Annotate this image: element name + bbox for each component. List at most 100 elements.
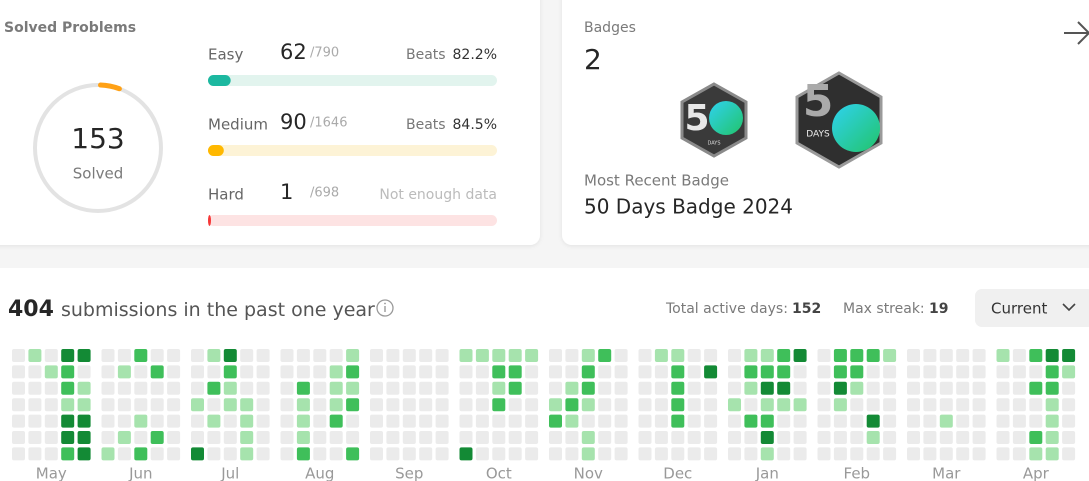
badge-text: DAYS — [806, 130, 830, 140]
day-cell — [101, 447, 115, 461]
month-label: Nov — [574, 465, 603, 481]
day-cell — [549, 414, 562, 428]
day-cell — [996, 349, 1010, 362]
day-cell — [728, 398, 741, 412]
day-cell — [760, 447, 774, 461]
day-cell — [117, 381, 131, 395]
day-cell — [44, 447, 58, 461]
day-cell — [614, 381, 628, 395]
range-dropdown[interactable]: Current — [975, 289, 1089, 327]
day-cell — [370, 381, 383, 395]
day-cell — [459, 365, 473, 379]
day-cell — [598, 381, 612, 395]
day-cell — [956, 349, 970, 362]
day-cell — [280, 349, 294, 362]
day-cell — [671, 431, 685, 444]
day-cell — [704, 414, 718, 428]
day-cell — [101, 414, 115, 428]
day-cell — [614, 447, 628, 461]
day-cell — [833, 381, 847, 395]
day-cell — [435, 431, 449, 444]
badge-numeral: 5 — [684, 98, 709, 139]
day-cell — [459, 381, 473, 395]
day-cell — [760, 414, 774, 428]
day-cell — [956, 447, 970, 461]
day-cell — [760, 398, 774, 412]
day-cell — [525, 414, 539, 428]
day-cell — [223, 381, 237, 395]
difficulty-total: /1646 — [310, 116, 347, 131]
month-label: Aug — [305, 465, 334, 481]
day-cell — [402, 349, 416, 362]
day-cell — [508, 414, 522, 428]
progress-fill — [208, 145, 224, 156]
day-cell — [996, 414, 1010, 428]
day-cell — [760, 365, 774, 379]
day-cell — [883, 414, 897, 428]
day-cell — [956, 365, 970, 379]
day-cell — [134, 349, 148, 362]
day-cell — [329, 447, 343, 461]
day-cell — [687, 349, 701, 362]
day-cell — [386, 447, 400, 461]
day-cell — [1012, 431, 1026, 444]
day-cell — [598, 349, 612, 362]
difficulty-label: Easy — [208, 46, 243, 64]
active-days: 152 — [792, 301, 821, 317]
day-cell — [850, 381, 864, 395]
day-cell — [549, 447, 562, 461]
badges-arrow[interactable] — [1064, 21, 1089, 45]
day-cell — [134, 414, 148, 428]
day-cell — [907, 365, 920, 379]
day-cell — [402, 431, 416, 444]
day-cell — [475, 398, 489, 412]
day-cell — [370, 447, 383, 461]
day-cell — [167, 349, 181, 362]
info-icon[interactable] — [376, 299, 394, 317]
day-cell — [614, 431, 628, 444]
day-cell — [12, 414, 25, 428]
day-cell — [191, 414, 204, 428]
day-cell — [581, 431, 595, 444]
day-cell — [134, 365, 148, 379]
day-cell — [240, 349, 254, 362]
day-cell — [419, 398, 433, 412]
dropdown-label: Current — [991, 300, 1047, 318]
day-cell — [370, 414, 383, 428]
day-cell — [280, 431, 294, 444]
badge: 5 DAYS — [680, 82, 748, 158]
day-cell — [346, 414, 360, 428]
day-cell — [793, 349, 807, 362]
day-cell — [117, 398, 131, 412]
day-cell — [61, 398, 75, 412]
solved-card — [0, 0, 540, 245]
day-cell — [117, 365, 131, 379]
day-cell — [923, 447, 937, 461]
day-cell — [939, 447, 953, 461]
day-cell — [866, 414, 880, 428]
day-cell — [329, 398, 343, 412]
day-cell — [1062, 431, 1076, 444]
day-cell — [44, 365, 58, 379]
difficulty-solved: 62 — [280, 40, 307, 64]
day-cell — [207, 398, 221, 412]
day-cell — [793, 381, 807, 395]
month-label: Jul — [220, 465, 239, 481]
day-cell — [435, 398, 449, 412]
day-cell — [923, 365, 937, 379]
day-cell — [525, 349, 539, 362]
day-cell — [191, 447, 204, 461]
submission-text: submissions in the past one year — [61, 299, 375, 321]
day-cell — [12, 431, 25, 444]
day-cell — [256, 349, 270, 362]
day-cell — [525, 431, 539, 444]
beats-label: Beats — [406, 117, 446, 133]
day-cell — [475, 447, 489, 461]
day-cell — [435, 447, 449, 461]
day-cell — [402, 365, 416, 379]
progress-ring — [33, 83, 163, 213]
day-cell — [386, 381, 400, 395]
day-cell — [883, 447, 897, 461]
day-cell — [167, 398, 181, 412]
